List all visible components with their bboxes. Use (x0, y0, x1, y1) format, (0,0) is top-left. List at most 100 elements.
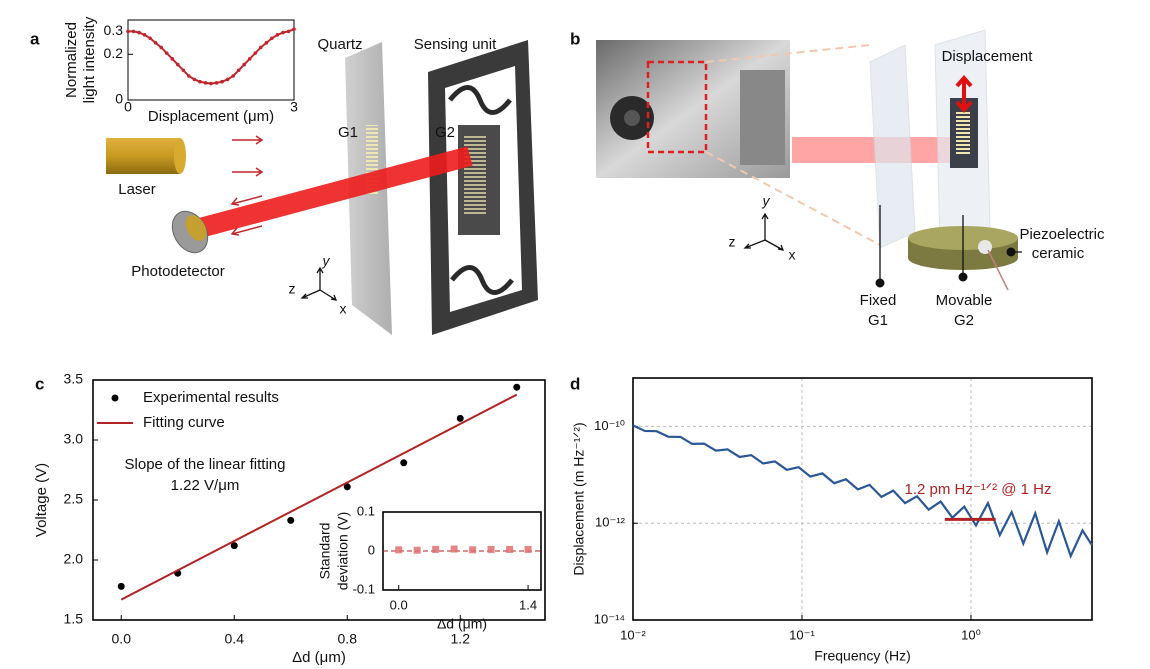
legend-swatch (111, 394, 119, 402)
photodetector-window (185, 215, 207, 241)
displacement-label: Displacement (942, 48, 1034, 65)
y-tick-label: 0 (368, 542, 375, 557)
movable-label: G2 (954, 312, 974, 329)
beam-arrows (230, 135, 264, 236)
x-tick-label: 0.0 (390, 597, 408, 612)
panel-a: a Quartz Sensing unit G1 G2 Laser Photod… (30, 29, 538, 335)
point (450, 545, 458, 553)
y-axis-label: Displacement (m Hz⁻¹ᐟ²) (571, 422, 587, 575)
point (513, 383, 521, 391)
y-tick-label: 0.1 (357, 503, 375, 518)
point (126, 29, 130, 34)
point (220, 79, 224, 84)
fixed-label: Fixed (860, 292, 897, 309)
laser (106, 138, 180, 174)
x-tick-label: 3 (290, 99, 298, 115)
x-tick-label: 0.0 (112, 631, 132, 647)
y-tick-label: 0.3 (104, 22, 124, 38)
zoom-lines (705, 44, 881, 246)
series-line (632, 424, 1093, 559)
x-axis-label: Δd (μm) (437, 616, 487, 632)
point (159, 45, 163, 50)
y-tick-label: 3.5 (64, 371, 84, 387)
point (413, 546, 421, 554)
point (187, 74, 191, 78)
point (456, 414, 464, 422)
axes-icon (300, 266, 338, 301)
point (142, 33, 147, 37)
zoom-box (646, 60, 708, 154)
point (153, 41, 158, 45)
piezo-contact (978, 240, 992, 254)
plot-frame (632, 377, 1093, 621)
y-tick-label: 1.5 (64, 611, 84, 627)
point (287, 516, 295, 524)
y-tick-label: -0.1 (353, 581, 375, 596)
diffracted-beam (197, 146, 473, 238)
point (275, 33, 280, 37)
plot-frame (127, 19, 295, 101)
fixed-label: G1 (868, 312, 888, 329)
point (281, 30, 285, 35)
annotation: 1.2 pm Hz⁻¹ᐟ² @ 1 Hz (904, 481, 1051, 498)
piezo-label: Piezoelectric (1019, 226, 1105, 243)
point (137, 30, 141, 35)
panel-b: b Displacement Piezoelectric ceramic Fix… (570, 29, 1105, 329)
point (225, 77, 230, 82)
point (170, 57, 175, 61)
plot-frame (92, 379, 546, 621)
piezo-label: ceramic (1032, 245, 1085, 262)
point (148, 36, 152, 41)
x-tick-label: 1.4 (519, 597, 537, 612)
x-tick-label: 0.4 (225, 631, 245, 647)
point (253, 51, 258, 55)
photo-knob (624, 110, 640, 126)
point (286, 29, 291, 34)
x-axis-label: Displacement (μm) (148, 108, 274, 125)
point (270, 36, 274, 41)
legend-label: Fitting curve (143, 414, 225, 431)
point (164, 51, 169, 55)
legend-label: Experimental results (143, 389, 279, 406)
y-axis-label: deviation (V) (335, 512, 351, 591)
axis-z: z (729, 234, 736, 250)
point (231, 74, 235, 78)
point (395, 546, 403, 554)
g1-label: G1 (338, 124, 358, 141)
point (432, 545, 440, 553)
axis-z: z (289, 281, 296, 297)
panel-label: b (570, 29, 580, 48)
x-axis-label: Δd (μm) (292, 649, 346, 666)
springs (448, 85, 514, 295)
point (198, 79, 202, 84)
movable-grating (956, 112, 970, 156)
y-tick-label: 3.0 (64, 431, 84, 447)
y-tick-label: 10⁻¹⁰ (594, 418, 625, 433)
x-axis-label: Frequency (Hz) (814, 648, 910, 664)
point (247, 57, 252, 61)
photo-stage (740, 70, 785, 165)
movable-label: Movable (936, 292, 993, 309)
point (400, 459, 408, 467)
inset-bg (383, 512, 541, 590)
point (343, 483, 351, 491)
annotation: 1.22 V/μm (171, 477, 240, 494)
axis-x: x (340, 301, 347, 317)
point (131, 29, 136, 34)
point (524, 545, 532, 553)
axis-y: y (762, 193, 771, 209)
x-tick-label: 0 (124, 99, 132, 115)
series-line (128, 28, 295, 85)
series-line (120, 393, 518, 601)
photodetector-label: Photodetector (131, 263, 224, 280)
g2-label: G2 (435, 124, 455, 141)
y-tick-label: 0.2 (104, 45, 124, 61)
point (292, 27, 296, 31)
sensing-label: Sensing unit (414, 36, 497, 53)
panel-label: d (570, 374, 580, 393)
y-axis-label: Standard (317, 523, 333, 580)
axis-x: x (789, 247, 796, 263)
x-tick-label: 1.2 (451, 631, 471, 647)
x-tick-label: 10⁻² (620, 627, 646, 642)
y-tick-label: 10⁻¹⁴ (594, 611, 625, 626)
